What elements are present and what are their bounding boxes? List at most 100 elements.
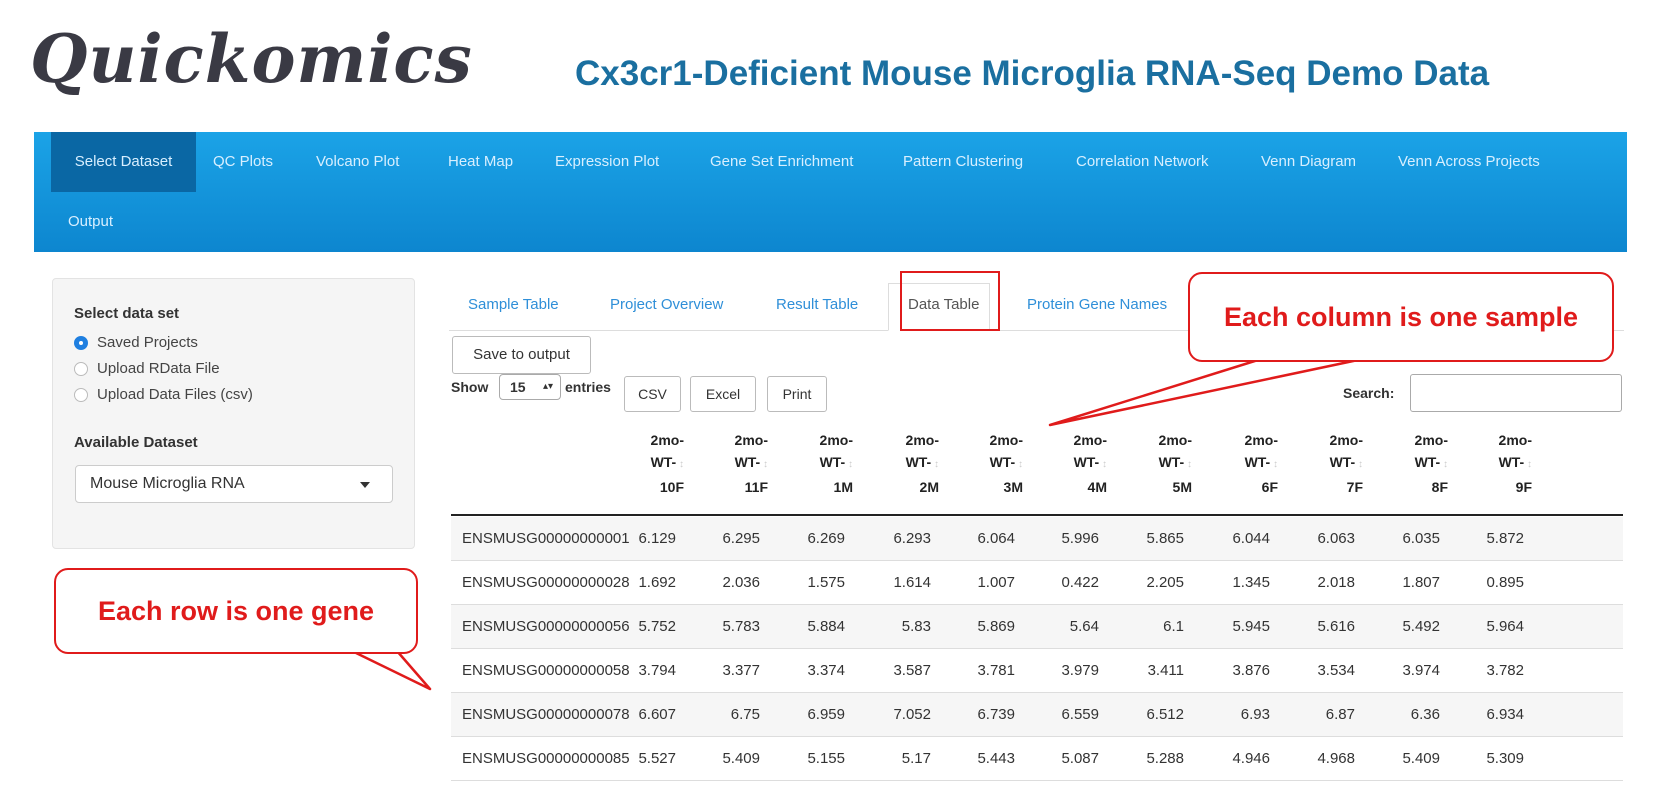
tab-data-table[interactable]: Data Table: [908, 296, 980, 313]
radio-unchecked-icon[interactable]: [74, 361, 88, 376]
nav-heat-map[interactable]: Heat Map: [448, 153, 514, 170]
table-header-border: [451, 514, 1623, 516]
sort-arrows-icon[interactable]: ↕: [1015, 459, 1023, 470]
tab-protein-gene-names[interactable]: Protein Gene Names: [1027, 296, 1168, 313]
sort-arrows-icon[interactable]: ↕: [1524, 459, 1532, 470]
column-header-line: WT- ↕: [1388, 451, 1448, 476]
expression-value-cell: 5.409: [1402, 750, 1440, 767]
nav-pattern-clustering[interactable]: Pattern Clustering: [903, 153, 1024, 170]
column-header-line: WT- ↕: [708, 451, 768, 476]
nav-select-dataset[interactable]: Select Dataset: [51, 132, 196, 192]
nav-output[interactable]: Output: [68, 213, 114, 230]
tab-result-table[interactable]: Result Table: [776, 296, 859, 313]
search-input[interactable]: [1410, 374, 1622, 412]
expression-value-cell: 5.64: [1069, 618, 1099, 635]
expression-value-cell: 1.345: [1232, 574, 1270, 591]
column-header-text: WT-: [1244, 454, 1271, 470]
expression-value-cell: 6.93: [1240, 706, 1270, 723]
column-header-line: 10F: [659, 479, 684, 495]
expression-value-cell: 6.295: [722, 530, 760, 547]
expression-value-cell: 5.872: [1486, 530, 1524, 547]
expression-value-cell: 5.409: [722, 750, 760, 767]
column-header[interactable]: 2mo- WT- ↕ 9F: [1472, 429, 1532, 498]
save-to-output-button[interactable]: Save to output: [452, 336, 591, 374]
sort-arrows-icon[interactable]: ↕: [760, 459, 768, 470]
column-callout-pointer: [1048, 358, 1360, 427]
table-row[interactable]: ENSMUSG00000000028 1.692 2.036 1.575 1.614 1.…: [451, 561, 1623, 605]
sort-arrows-icon[interactable]: ↕: [1440, 459, 1448, 470]
expression-value-cell: 5.17: [901, 750, 931, 767]
column-header[interactable]: 2mo- WT- ↕ 3M: [963, 429, 1023, 498]
entries-select[interactable]: 15 ▴▾: [499, 374, 561, 400]
column-header-line: WT- ↕: [879, 451, 939, 476]
column-header-line: 2M: [919, 479, 939, 495]
column-header[interactable]: 2mo- WT- ↕ 1M: [793, 429, 853, 498]
nav-volcano-plot[interactable]: Volcano Plot: [316, 153, 400, 170]
radio-saved-projects[interactable]: Saved Projects: [74, 334, 198, 351]
column-header-text: WT-: [1073, 454, 1100, 470]
expression-value-cell: 6.063: [1317, 530, 1355, 547]
excel-button[interactable]: Excel: [690, 376, 756, 412]
sort-arrows-icon[interactable]: ↕: [1270, 459, 1278, 470]
column-header[interactable]: 2mo- WT- ↕ 5M: [1132, 429, 1192, 498]
column-header[interactable]: 2mo- WT- ↕ 4M: [1047, 429, 1107, 498]
radio-unchecked-icon[interactable]: [74, 387, 88, 402]
nav-expression-plot[interactable]: Expression Plot: [555, 153, 660, 170]
expression-value-cell: 5.616: [1317, 618, 1355, 635]
sort-arrows-icon[interactable]: ↕: [1099, 459, 1107, 470]
nav-venn-diagram[interactable]: Venn Diagram: [1261, 153, 1357, 170]
sort-arrows-icon[interactable]: ↕: [845, 459, 853, 470]
dataset-select-value: Mouse Microglia RNA: [90, 475, 245, 492]
tab-sample-table[interactable]: Sample Table: [468, 296, 559, 313]
entries-value: 15: [510, 379, 526, 395]
radio-checked-icon[interactable]: [74, 335, 88, 350]
expression-value-cell: 5.443: [977, 750, 1015, 767]
expression-value-cell: 5.884: [807, 618, 845, 635]
column-header-text: WT-: [989, 454, 1016, 470]
column-header[interactable]: 2mo- WT- ↕ 11F: [708, 429, 768, 498]
nav-correlation-network[interactable]: Correlation Network: [1076, 153, 1209, 170]
table-row[interactable]: ENSMUSG00000000058 3.794 3.377 3.374 3.587 3.…: [451, 649, 1623, 693]
expression-value-cell: 1.575: [807, 574, 845, 591]
radio-upload-rdata[interactable]: Upload RData File: [74, 360, 220, 377]
expression-value-cell: 6.36: [1410, 706, 1440, 723]
column-header[interactable]: 2mo- WT- ↕ 7F: [1303, 429, 1363, 498]
nav-venn-across-projects[interactable]: Venn Across Projects: [1398, 153, 1540, 170]
search-label: Search:: [1343, 385, 1395, 401]
column-header[interactable]: 2mo- WT- ↕ 8F: [1388, 429, 1448, 498]
expression-value-cell: 1.007: [977, 574, 1015, 591]
expression-value-cell: 5.527: [638, 750, 676, 767]
column-header[interactable]: 2mo- WT- ↕ 10F: [624, 429, 684, 498]
sort-arrows-icon[interactable]: ↕: [676, 459, 684, 470]
expression-value-cell: 3.782: [1486, 662, 1524, 679]
gene-id-cell: ENSMUSG00000000085: [462, 750, 630, 767]
expression-value-cell: 5.964: [1486, 618, 1524, 635]
expression-value-cell: 6.293: [893, 530, 931, 547]
expression-value-cell: 6.269: [807, 530, 845, 547]
expression-value-cell: 6.512: [1146, 706, 1184, 723]
radio-upload-csv[interactable]: Upload Data Files (csv): [74, 386, 253, 403]
expression-value-cell: 5.865: [1146, 530, 1184, 547]
column-header-line: 2mo-: [1414, 432, 1448, 448]
column-header-text: WT-: [819, 454, 846, 470]
table-row[interactable]: ENSMUSG00000000078 6.607 6.75 6.959 7.052 6.7…: [451, 693, 1623, 737]
dataset-select[interactable]: Mouse Microglia RNA: [75, 465, 393, 503]
sort-arrows-icon[interactable]: ↕: [931, 459, 939, 470]
csv-button[interactable]: CSV: [624, 376, 681, 412]
column-header-text: WT-: [1498, 454, 1525, 470]
expression-value-cell: 6.129: [638, 530, 676, 547]
select-data-set-label: Select data set: [74, 305, 180, 322]
nav-gene-set-enrichment[interactable]: Gene Set Enrichment: [710, 153, 854, 170]
table-row[interactable]: ENSMUSG00000000001 6.129 6.295 6.269 6.293 6.…: [451, 517, 1623, 561]
table-row[interactable]: ENSMUSG00000000085 5.527 5.409 5.155 5.17 5.4…: [451, 737, 1623, 781]
sort-arrows-icon[interactable]: ↕: [1355, 459, 1363, 470]
expression-value-cell: 3.534: [1317, 662, 1355, 679]
print-button[interactable]: Print: [767, 376, 827, 412]
column-header[interactable]: 2mo- WT- ↕ 2M: [879, 429, 939, 498]
nav-qc-plots[interactable]: QC Plots: [213, 153, 274, 170]
table-row[interactable]: ENSMUSG00000000056 5.752 5.783 5.884 5.83 5.8…: [451, 605, 1623, 649]
column-header-text: WT-: [905, 454, 932, 470]
column-header[interactable]: 2mo- WT- ↕ 6F: [1218, 429, 1278, 498]
sort-arrows-icon[interactable]: ↕: [1184, 459, 1192, 470]
tab-project-overview[interactable]: Project Overview: [610, 296, 724, 313]
